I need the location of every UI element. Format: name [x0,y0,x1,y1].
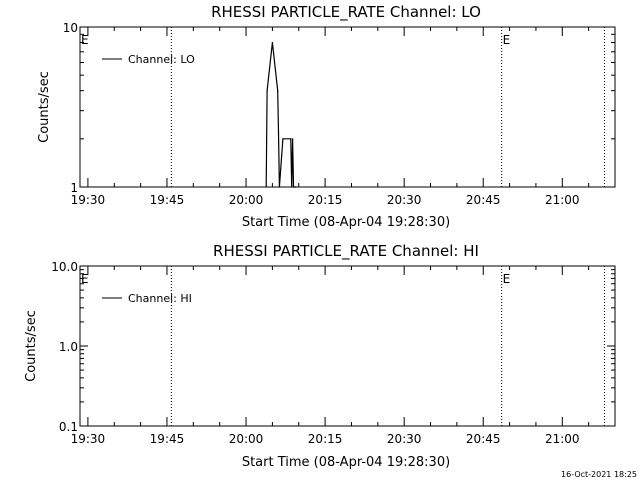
x-tick-label: 19:30 [71,193,106,207]
event-marker-label: E [503,33,511,47]
chart-title: RHESSI PARTICLE_RATE Channel: HI [213,242,479,261]
y-tick-label: 10.0 [51,260,78,274]
data-point [265,186,267,188]
x-tick-label: 20:30 [387,432,422,446]
event-marker-label: E [503,272,511,286]
legend: Channel: LO [102,53,195,66]
event-marker-label: E [81,33,89,47]
y-tick-label: 10 [63,21,78,35]
data-point [294,186,296,188]
y-axis-label: Counts/sec [24,310,39,382]
x-tick-label: 20:15 [308,193,343,207]
y-tick-label: 0.1 [59,420,78,434]
legend: Channel: HI [102,292,192,305]
data-point [291,138,294,140]
event-marker-label: E [81,272,89,286]
x-tick-label: 19:30 [71,432,106,446]
chart-panel-hi: RHESSI PARTICLE_RATE Channel: HI E E 19:3… [24,242,616,470]
x-tick-label: 19:45 [150,193,185,207]
data-point [266,90,268,92]
x-tick-label: 20:00 [229,193,264,207]
data-point [282,138,284,140]
plot-frame [79,26,616,188]
data-point [291,186,293,188]
y-axis-label: Counts/sec [37,71,52,143]
data-point [277,131,280,133]
x-axis-label: Start Time (08-Apr-04 19:28:30) [242,215,450,230]
data-point [277,90,279,92]
timestamp-footer: 16-Oct-2021 18:25 [561,470,637,479]
x-tick-label: 20:15 [308,432,343,446]
x-tick-label: 20:00 [229,432,264,446]
x-tick-label: 21:00 [545,432,580,446]
legend-label: Channel: HI [128,292,192,305]
x-axis-label: Start Time (08-Apr-04 19:28:30) [242,455,450,470]
legend-label: Channel: LO [128,53,195,66]
chart-panel-lo: RHESSI PARTICLE_RATE Channel: LO E E 19:3… [37,3,616,230]
x-tick-label: 20:45 [466,193,501,207]
x-tick-label: 19:45 [150,432,185,446]
x-tick-label: 20:45 [466,432,501,446]
data-point [290,138,292,140]
data-point [292,186,295,188]
y-tick-label: 1 [70,181,78,195]
data-point [271,41,273,44]
data-point [295,186,297,188]
data-point [278,186,281,188]
y-tick-label: 1.0 [59,340,78,354]
x-tick-label: 20:30 [387,193,422,207]
chart-title: RHESSI PARTICLE_RATE Channel: LO [211,3,481,22]
x-tick-label: 21:00 [545,193,580,207]
